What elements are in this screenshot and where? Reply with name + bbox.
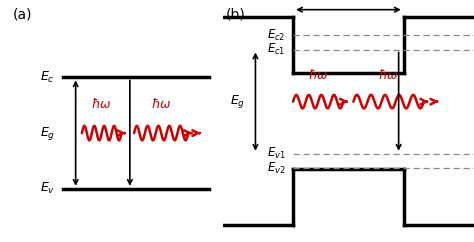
- Text: $E_{c2}$: $E_{c2}$: [267, 28, 285, 43]
- Text: (a): (a): [13, 7, 33, 21]
- Text: $\hbar\omega$: $\hbar\omega$: [91, 97, 112, 111]
- Text: $E_v$: $E_v$: [40, 181, 55, 196]
- Text: $E_g$: $E_g$: [230, 93, 246, 110]
- Text: $E_c$: $E_c$: [40, 70, 55, 85]
- Text: $L_w$: $L_w$: [339, 0, 357, 2]
- Text: $E_g$: $E_g$: [40, 125, 55, 142]
- Text: (b): (b): [225, 7, 245, 21]
- Text: $\hbar\omega$: $\hbar\omega$: [151, 97, 172, 111]
- Text: $\hbar\omega$: $\hbar\omega$: [378, 68, 399, 82]
- Text: $E_{c1}$: $E_{c1}$: [267, 42, 285, 57]
- Text: $E_{v2}$: $E_{v2}$: [267, 161, 285, 176]
- Text: $\hbar\omega$: $\hbar\omega$: [308, 68, 328, 82]
- Text: $E_{v1}$: $E_{v1}$: [267, 146, 285, 161]
